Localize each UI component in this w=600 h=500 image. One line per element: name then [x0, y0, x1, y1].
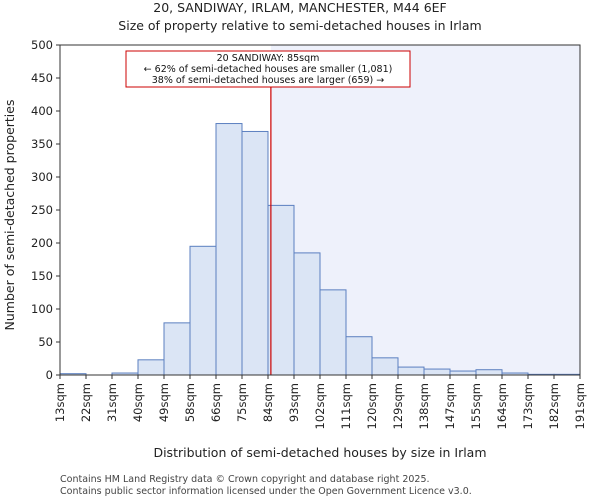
x-tick-label: 66sqm [209, 383, 223, 422]
y-axis: 0 50 100 150 200 250 300 350 400 450 500 [31, 38, 60, 382]
x-tick-label: 13sqm [53, 383, 67, 422]
y-tick-label: 450 [31, 71, 53, 85]
x-tick-label: 129sqm [391, 383, 405, 429]
y-tick-label: 50 [38, 335, 53, 349]
x-tick-label: 102sqm [313, 383, 327, 429]
bar-111sqm [345, 336, 373, 376]
bar-66sqm [215, 123, 243, 376]
x-tick-label: 93sqm [287, 383, 301, 422]
y-tick-label: 200 [31, 236, 53, 250]
y-tick-label: 500 [31, 38, 53, 52]
bar-138sqm [423, 368, 451, 376]
annotation-box-frame [125, 50, 411, 88]
x-tick-label: 111sqm [339, 383, 353, 429]
x-tick-label: 155sqm [469, 383, 483, 429]
x-tick-label: 58sqm [183, 383, 197, 422]
bar-120sqm [371, 357, 399, 376]
bar-155sqm [475, 369, 503, 376]
y-tick-label: 100 [31, 302, 53, 316]
x-tick-label: 182sqm [547, 383, 561, 429]
y-axis-label: Number of semi-detached properties [2, 100, 17, 331]
x-tick-label: 84sqm [261, 383, 275, 422]
bar-84sqm [267, 204, 295, 376]
x-tick-label: 173sqm [521, 383, 535, 429]
x-axis-label: Distribution of semi-detached houses by … [153, 445, 486, 460]
bar-93sqm [293, 252, 321, 376]
bar-58sqm [189, 245, 217, 376]
x-tick-label: 22sqm [79, 383, 93, 422]
bar-40sqm [137, 359, 165, 376]
annotation-box: 20 SANDIWAY: 85sqm ← 62% of semi-detache… [125, 50, 411, 88]
x-tick-label: 49sqm [157, 383, 171, 422]
y-tick-label: 400 [31, 104, 53, 118]
bar-75sqm [241, 130, 269, 376]
chart-subtitle: Size of property relative to semi-detach… [118, 18, 481, 33]
x-tick-label: 147sqm [443, 383, 457, 429]
y-tick-label: 150 [31, 269, 53, 283]
x-tick-label: 120sqm [365, 383, 379, 429]
bars [59, 123, 581, 376]
bar-102sqm [319, 289, 347, 376]
chart-title: 20, SANDIWAY, IRLAM, MANCHESTER, M44 6EF [153, 0, 447, 15]
bar-49sqm [163, 322, 191, 376]
annotation-line-3: 38% of semi-detached houses are larger (… [152, 75, 385, 86]
y-tick-label: 350 [31, 137, 53, 151]
y-tick-label: 300 [31, 170, 53, 184]
x-axis: 13sqm 22sqm 31sqm 40sqm 49sqm 58sqm 66sqm 75sqm… [53, 375, 587, 429]
footer-line-2: Contains public sector information licen… [60, 486, 472, 497]
x-tick-label: 164sqm [495, 383, 509, 429]
y-tick-label: 0 [46, 368, 53, 382]
annotation-line-2: ← 62% of semi-detached houses are smalle… [144, 64, 393, 75]
annotation-line-1: 20 SANDIWAY: 85sqm [217, 53, 320, 64]
y-tick-label: 250 [31, 203, 53, 217]
bar-129sqm [397, 366, 425, 376]
x-tick-label: 75sqm [235, 383, 249, 422]
x-tick-label: 40sqm [131, 383, 145, 422]
footer-line-1: Contains HM Land Registry data © Crown c… [60, 474, 430, 485]
x-tick-label: 138sqm [417, 383, 431, 429]
x-tick-label: 31sqm [105, 383, 119, 422]
x-tick-label: 191sqm [573, 383, 587, 429]
bar-147sqm [449, 370, 477, 376]
